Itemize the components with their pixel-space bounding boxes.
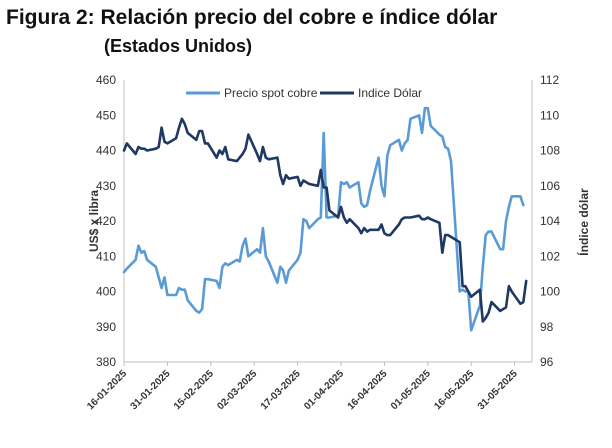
- series-line-copper-price: [122, 106, 525, 332]
- legend: Precio spot cobre Indice Dólar: [186, 86, 422, 100]
- x-tick-label: 15-02-2025: [172, 368, 216, 412]
- y-tick-label-right: 108: [540, 144, 560, 158]
- y-tick-label-right: 110: [540, 108, 559, 122]
- y-tick-label-right: 112: [540, 73, 559, 87]
- series-line-dollar-index: [122, 117, 528, 323]
- y-tick-label-left: 380: [96, 355, 116, 369]
- y-tick-label-left: 430: [96, 179, 116, 193]
- x-tick-label: 17-03-2025: [259, 368, 303, 412]
- y-tick-label-left: 450: [96, 108, 116, 122]
- x-tick-label: 02-03-2025: [215, 368, 259, 412]
- y-axis-left-label: US$ x libra: [87, 190, 101, 252]
- y-tick-label-right: 100: [540, 285, 560, 299]
- x-tick-label: 01-04-2025: [302, 368, 346, 412]
- y-tick-label-right: 98: [540, 320, 554, 334]
- legend-label-copper: Precio spot cobre: [224, 86, 318, 100]
- y-tick-label-right: 102: [540, 249, 560, 263]
- y-tick-label-left: 440: [96, 144, 116, 158]
- chart-title: Figura 2: Relación precio del cobre e ín…: [6, 6, 498, 29]
- x-tick-label: 16-01-2025: [85, 368, 129, 412]
- axes: 380 390 400 410 420 430 440 450 460 96 98 100 102 104…: [85, 73, 591, 412]
- y-tick-label-left: 410: [96, 249, 116, 263]
- x-tick-label: 16-04-2025: [346, 368, 390, 412]
- series-lines: [122, 106, 528, 332]
- x-tick-label: 16-05-2025: [432, 368, 476, 412]
- chart-subtitle: (Estados Unidos): [104, 36, 253, 56]
- y-tick-label-right: 104: [540, 214, 560, 228]
- legend-label-dollar-index: Indice Dólar: [358, 86, 422, 100]
- x-tick-label: 01-05-2025: [389, 368, 433, 412]
- y-tick-label-left: 390: [96, 320, 116, 334]
- x-tick-label: 31-01-2025: [129, 368, 173, 412]
- y-tick-label-left: 420: [96, 214, 116, 228]
- y-tick-label-left: 460: [96, 73, 116, 87]
- y-tick-label-right: 106: [540, 179, 560, 193]
- x-tick-label: 31-05-2025: [476, 368, 520, 412]
- y-tick-label-left: 400: [96, 285, 116, 299]
- y-tick-label-right: 96: [540, 355, 554, 369]
- y-axis-right-label: Índice dólar: [576, 188, 591, 256]
